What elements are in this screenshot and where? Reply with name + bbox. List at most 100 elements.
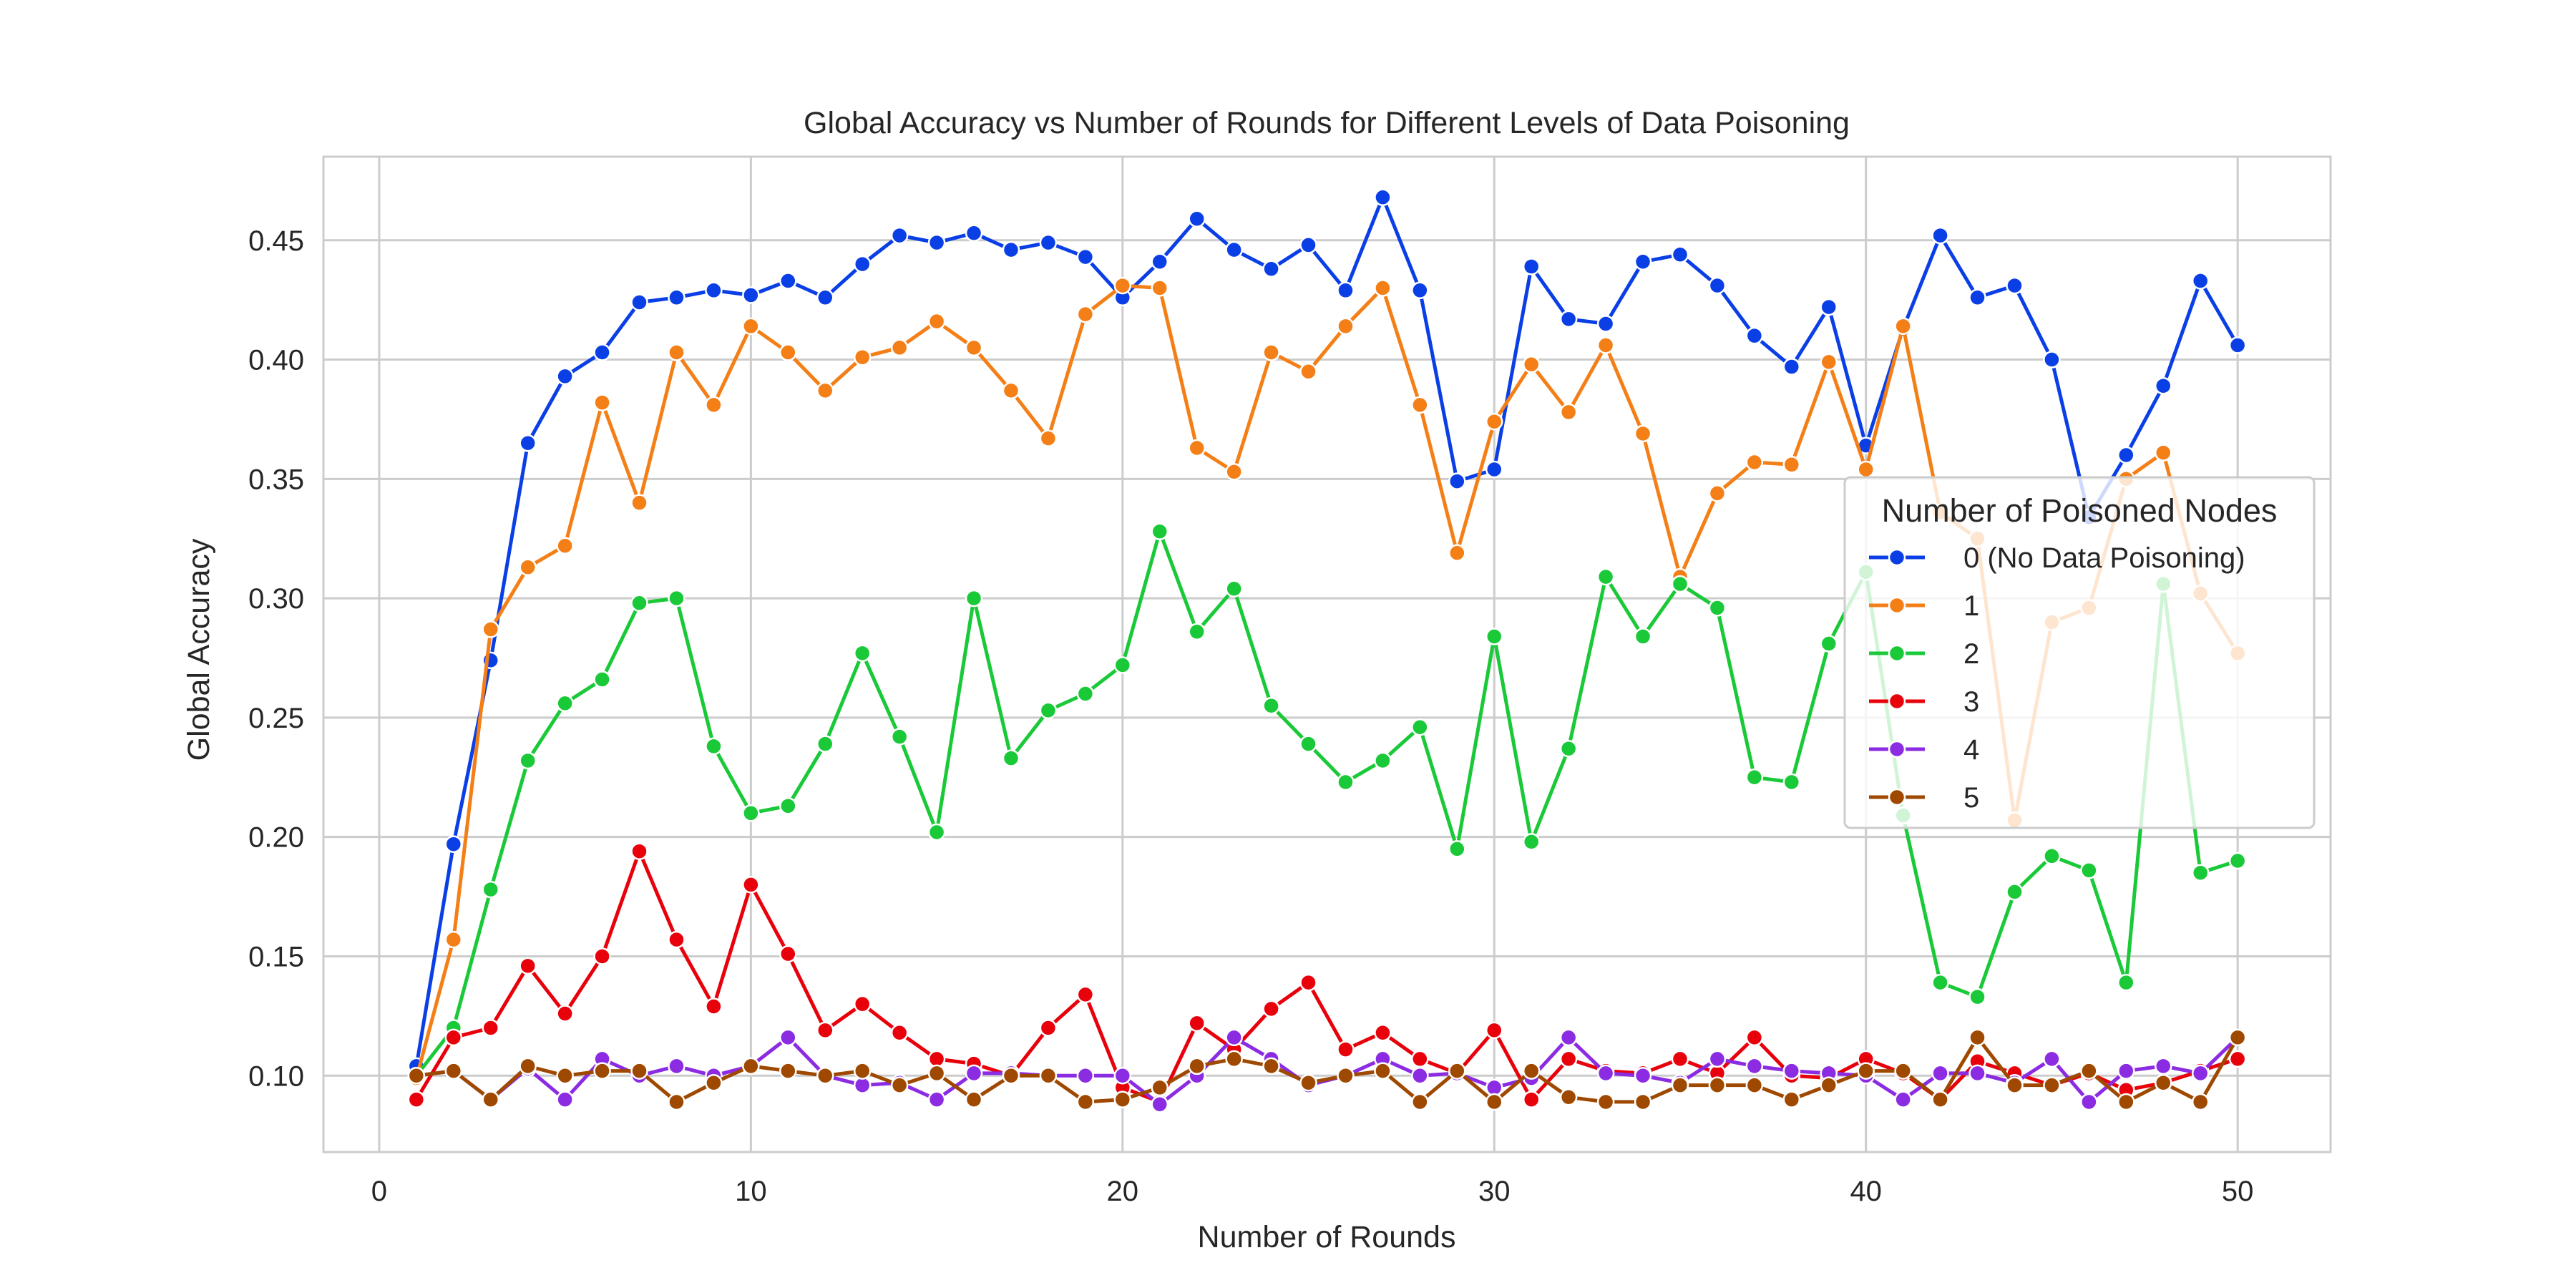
x-tick-label: 0 [371, 1176, 387, 1207]
data-point [1225, 1050, 1243, 1068]
data-point [1671, 575, 1689, 593]
data-point [1188, 1014, 1206, 1033]
data-point [1188, 439, 1206, 457]
data-point [556, 1091, 574, 1108]
data-point [668, 288, 686, 307]
data-point [482, 1091, 499, 1108]
data-point [1782, 358, 1801, 376]
data-point [1596, 315, 1615, 333]
data-point [1708, 484, 1727, 502]
data-point [1002, 749, 1020, 767]
data-point [1745, 1057, 1764, 1075]
data-point [927, 1050, 946, 1068]
data-point [556, 694, 574, 713]
data-point [1337, 281, 1355, 300]
data-point [630, 842, 648, 860]
y-tick-label: 0.10 [248, 1060, 304, 1092]
data-point [890, 338, 909, 357]
data-point [1299, 1074, 1317, 1092]
data-point [2155, 1057, 2172, 1075]
data-point [2080, 862, 2098, 879]
data-point [927, 823, 946, 841]
data-point [1634, 628, 1652, 645]
data-point [668, 589, 686, 608]
data-point [1894, 317, 1912, 336]
y-tick-label: 0.30 [248, 583, 304, 615]
data-point [1857, 1062, 1875, 1080]
data-point [1374, 1062, 1392, 1080]
data-point [1076, 685, 1095, 703]
legend-label: 2 [1963, 638, 1979, 670]
data-point [1968, 288, 1986, 307]
data-point [779, 343, 797, 361]
data-point [1076, 1067, 1095, 1085]
data-point [1634, 1067, 1652, 1085]
x-tick-label: 30 [1478, 1176, 1511, 1207]
data-point [1485, 460, 1503, 479]
data-point [816, 288, 834, 307]
data-point [630, 594, 648, 613]
data-point [1039, 1067, 1058, 1085]
data-point [1559, 1028, 1578, 1047]
data-point [965, 338, 983, 357]
data-point [1894, 1062, 1912, 1080]
data-point [1113, 656, 1132, 674]
data-point [2080, 1062, 2098, 1080]
data-point [668, 1057, 686, 1075]
series-group [407, 188, 2247, 1113]
data-point [407, 1067, 426, 1085]
data-point [1076, 1093, 1095, 1111]
data-point [1337, 1040, 1355, 1058]
data-point [1782, 456, 1801, 474]
legend-marker [1888, 692, 1906, 711]
legend-marker [1888, 788, 1906, 806]
data-point [1225, 580, 1243, 598]
data-point [779, 1028, 797, 1047]
data-point [593, 394, 611, 411]
data-point [1337, 773, 1355, 791]
data-point [1151, 253, 1169, 271]
data-point [965, 1091, 983, 1108]
data-point [1113, 1067, 1132, 1085]
data-point [1448, 1062, 1466, 1080]
series-2 [407, 522, 2247, 1085]
data-point [965, 589, 983, 608]
data-point [705, 396, 723, 414]
legend-marker [1888, 644, 1906, 663]
data-point [779, 797, 797, 815]
data-point [1522, 258, 1541, 275]
data-point [1002, 240, 1020, 259]
data-point [1522, 1091, 1541, 1108]
data-point [1708, 276, 1727, 295]
x-tick-label: 10 [735, 1176, 767, 1207]
data-point [853, 255, 872, 273]
data-point [742, 317, 760, 336]
data-point [1374, 188, 1392, 206]
data-point [927, 1064, 946, 1083]
legend-marker [1888, 596, 1906, 615]
data-point [705, 281, 723, 300]
data-point [444, 1028, 463, 1047]
data-point [519, 1057, 537, 1075]
data-point [2155, 376, 2172, 395]
data-point [1151, 1078, 1169, 1097]
data-point [1039, 701, 1058, 720]
data-point [1337, 317, 1355, 336]
data-point [1299, 362, 1317, 381]
data-point [668, 930, 686, 949]
data-point [2043, 1076, 2061, 1094]
y-axis-label: Global Accuracy [182, 538, 216, 761]
data-point [556, 1067, 574, 1085]
data-point [1559, 403, 1578, 421]
y-tick-label: 0.40 [248, 345, 304, 376]
data-point [519, 558, 537, 576]
data-point [482, 880, 499, 899]
data-point [2080, 1093, 2098, 1111]
x-axis-label: Number of Rounds [1198, 1220, 1456, 1254]
data-point [1820, 353, 1838, 371]
data-point [890, 1076, 909, 1094]
legend-item-2: 2 [1869, 638, 1979, 670]
data-point [1559, 1088, 1578, 1106]
data-point [1262, 260, 1280, 278]
data-point [1894, 1091, 1912, 1108]
